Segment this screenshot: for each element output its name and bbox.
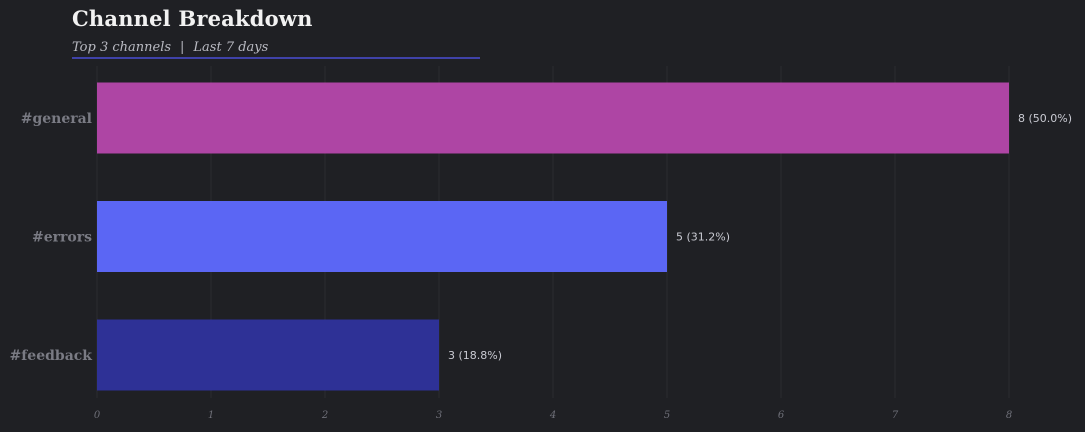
bar	[97, 319, 439, 391]
chart-subtitle: Top 3 channels | Last 7 days	[72, 40, 268, 55]
category-label: #feedback	[10, 348, 93, 364]
category-label: #general	[21, 111, 92, 127]
x-tick-label: 2	[321, 410, 328, 421]
x-tick-label: 4	[549, 410, 556, 421]
bar	[97, 201, 667, 272]
subtitle-separator: |	[180, 40, 185, 55]
x-tick-label: 1	[208, 410, 214, 421]
value-labels: 8 (50.0%) 5 (31.2%) 3 (18.8%)	[448, 112, 1072, 362]
x-tick-label: 8	[1006, 410, 1012, 421]
chart-title: Channel Breakdown	[72, 6, 313, 31]
category-labels: #general #errors #feedback	[10, 111, 93, 364]
x-tick-label: 3	[436, 410, 442, 421]
value-label: 8 (50.0%)	[1018, 112, 1072, 125]
category-label: #errors	[32, 230, 92, 246]
x-tick-label: 6	[778, 410, 785, 421]
bars	[97, 82, 1009, 391]
value-label: 5 (31.2%)	[676, 231, 730, 244]
subtitle-period: Last 7 days	[193, 40, 269, 55]
x-tick-label: 0	[94, 410, 101, 421]
subtitle-scope: Top 3 channels	[72, 40, 172, 55]
x-tick-label: 5	[664, 410, 670, 421]
x-tick-labels: 0 1 2 3 4 5 6 7 8	[94, 410, 1012, 421]
bar	[97, 82, 1009, 154]
x-tick-label: 7	[892, 410, 899, 421]
value-label: 3 (18.8%)	[448, 349, 502, 362]
